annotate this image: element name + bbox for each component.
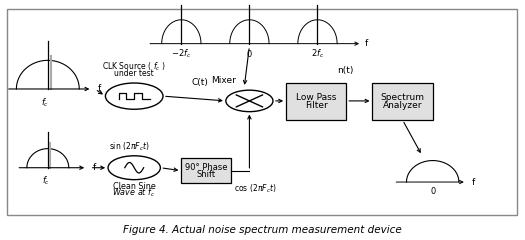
Text: f: f [92, 163, 96, 172]
FancyBboxPatch shape [286, 83, 346, 120]
Text: 90° Phase: 90° Phase [185, 163, 227, 172]
Text: f: f [98, 84, 101, 94]
Text: $f_c$: $f_c$ [42, 174, 50, 187]
Text: CLK Source ( $f_c$ ): CLK Source ( $f_c$ ) [102, 61, 166, 73]
Text: $-2f_c$: $-2f_c$ [171, 48, 192, 60]
FancyBboxPatch shape [372, 83, 433, 120]
Text: sin $(2\pi F_c t)$: sin $(2\pi F_c t)$ [109, 141, 149, 153]
Text: under test: under test [114, 69, 154, 78]
Text: $f_c$: $f_c$ [41, 97, 49, 109]
Text: $2f_c$: $2f_c$ [311, 48, 324, 60]
Text: f: f [472, 178, 475, 186]
Text: Low Pass: Low Pass [296, 93, 337, 102]
Text: C(t): C(t) [191, 78, 208, 87]
Text: Shift: Shift [197, 170, 216, 179]
Text: cos $(2\pi F_c t)$: cos $(2\pi F_c t)$ [234, 183, 276, 195]
Text: Clean Sine: Clean Sine [113, 182, 155, 191]
Text: f: f [364, 39, 368, 48]
FancyBboxPatch shape [181, 158, 231, 183]
Text: Figure 4. Actual noise spectrum measurement device: Figure 4. Actual noise spectrum measurem… [123, 225, 402, 235]
FancyBboxPatch shape [7, 9, 518, 216]
Text: Filter: Filter [305, 101, 328, 110]
Text: Analyzer: Analyzer [383, 101, 422, 110]
Text: 0: 0 [430, 187, 435, 197]
Text: Spectrum: Spectrum [381, 93, 425, 102]
Text: $Wave\ at\ f_c$: $Wave\ at\ f_c$ [112, 186, 156, 199]
Text: n(t): n(t) [337, 66, 353, 75]
Text: Mixer: Mixer [211, 76, 236, 85]
Text: 0: 0 [247, 50, 252, 59]
